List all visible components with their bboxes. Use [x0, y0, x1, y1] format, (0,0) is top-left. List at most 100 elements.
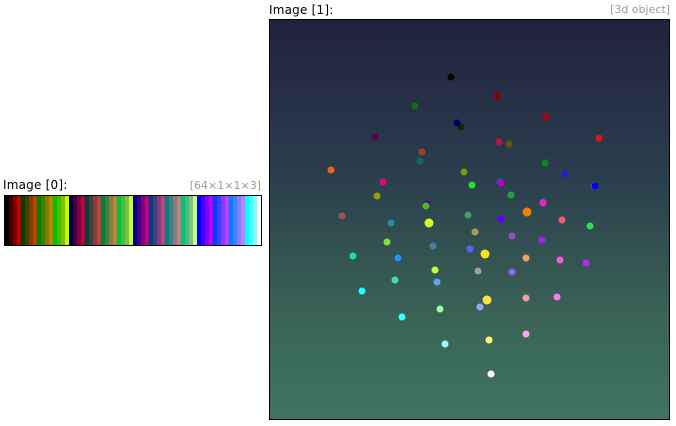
strip-swatch — [233, 196, 237, 245]
strip-swatch — [17, 196, 21, 245]
strip-swatch — [241, 196, 245, 245]
strip-swatch — [181, 196, 185, 245]
point-marker — [561, 170, 569, 178]
point-marker — [387, 219, 395, 227]
point-marker — [460, 168, 468, 176]
point-marker — [441, 340, 449, 348]
point-marker — [436, 305, 444, 313]
strip-swatch — [5, 196, 9, 245]
point-marker — [398, 313, 406, 321]
image0-dims: [64×1×1×3] — [189, 179, 261, 192]
strip-swatch — [105, 196, 109, 245]
point-marker — [522, 330, 530, 338]
strip-swatch — [165, 196, 169, 245]
strip-swatch — [221, 196, 225, 245]
color-strip-image — [4, 195, 262, 246]
strip-swatch — [189, 196, 193, 245]
strip-swatch — [113, 196, 117, 245]
strip-swatch — [225, 196, 229, 245]
strip-swatch — [57, 196, 61, 245]
point-marker — [411, 102, 419, 110]
point-marker — [418, 148, 426, 156]
image0-label: Image [0]: — [3, 178, 68, 192]
point-marker — [522, 254, 530, 262]
strip-swatch — [81, 196, 85, 245]
point-marker — [495, 138, 503, 146]
strip-swatch — [257, 196, 261, 245]
strip-swatch — [69, 196, 73, 245]
strip-swatch — [13, 196, 17, 245]
strip-swatch — [33, 196, 37, 245]
point-marker — [433, 278, 441, 286]
point-marker — [507, 191, 515, 199]
strip-swatch — [201, 196, 205, 245]
strip-swatch — [129, 196, 133, 245]
strip-swatch — [161, 196, 165, 245]
image1-dims: [3d object] — [610, 3, 670, 16]
strip-swatch — [37, 196, 41, 245]
strip-swatch — [197, 196, 201, 245]
point-marker — [383, 238, 391, 246]
strip-swatch — [89, 196, 93, 245]
strip-swatch — [145, 196, 149, 245]
point-marker — [556, 256, 564, 264]
point-marker — [373, 192, 381, 200]
point-marker — [480, 249, 490, 259]
point-marker — [582, 259, 590, 267]
strip-swatch — [173, 196, 177, 245]
strip-swatch — [137, 196, 141, 245]
3d-object-viewport[interactable] — [269, 19, 670, 420]
strip-swatch — [185, 196, 189, 245]
point-marker — [371, 133, 379, 141]
strip-swatch — [53, 196, 57, 245]
point-cloud — [327, 73, 603, 378]
strip-swatch — [177, 196, 181, 245]
point-marker — [327, 166, 335, 174]
point-marker — [485, 336, 493, 344]
point-marker — [476, 303, 484, 311]
point-marker — [416, 157, 424, 165]
strip-swatch — [65, 196, 69, 245]
strip-swatch — [153, 196, 157, 245]
point-marker — [466, 245, 474, 253]
point-marker — [358, 287, 366, 295]
point-marker — [493, 92, 501, 100]
point-marker — [464, 211, 472, 219]
strip-swatch — [45, 196, 49, 245]
point-marker — [542, 113, 550, 121]
strip-swatch — [41, 196, 45, 245]
strip-swatch — [85, 196, 89, 245]
point-marker — [394, 254, 402, 262]
strip-swatch — [77, 196, 81, 245]
point-marker — [447, 73, 455, 81]
strip-swatch — [93, 196, 97, 245]
point-marker — [539, 199, 547, 207]
strip-swatch — [229, 196, 233, 245]
strip-swatch — [157, 196, 161, 245]
point-marker — [541, 159, 549, 167]
strip-swatch — [25, 196, 29, 245]
strip-swatch — [29, 196, 33, 245]
strip-swatch — [205, 196, 209, 245]
point-marker — [474, 267, 482, 275]
point-marker — [595, 134, 603, 142]
point-marker — [429, 242, 437, 250]
strip-swatch — [253, 196, 257, 245]
point-marker — [553, 293, 561, 301]
strip-swatch — [21, 196, 25, 245]
point-marker — [453, 119, 461, 127]
point-marker — [482, 295, 492, 305]
strip-swatch — [213, 196, 217, 245]
strip-swatch — [249, 196, 253, 245]
point-marker — [497, 179, 505, 187]
strip-swatch — [9, 196, 13, 245]
point-marker — [379, 178, 387, 186]
strip-swatch — [133, 196, 137, 245]
point-marker — [522, 294, 530, 302]
point-marker — [558, 216, 566, 224]
strip-swatch — [101, 196, 105, 245]
point-marker — [338, 212, 346, 220]
strip-swatch — [97, 196, 101, 245]
strip-swatch — [237, 196, 241, 245]
strip-swatch — [169, 196, 173, 245]
